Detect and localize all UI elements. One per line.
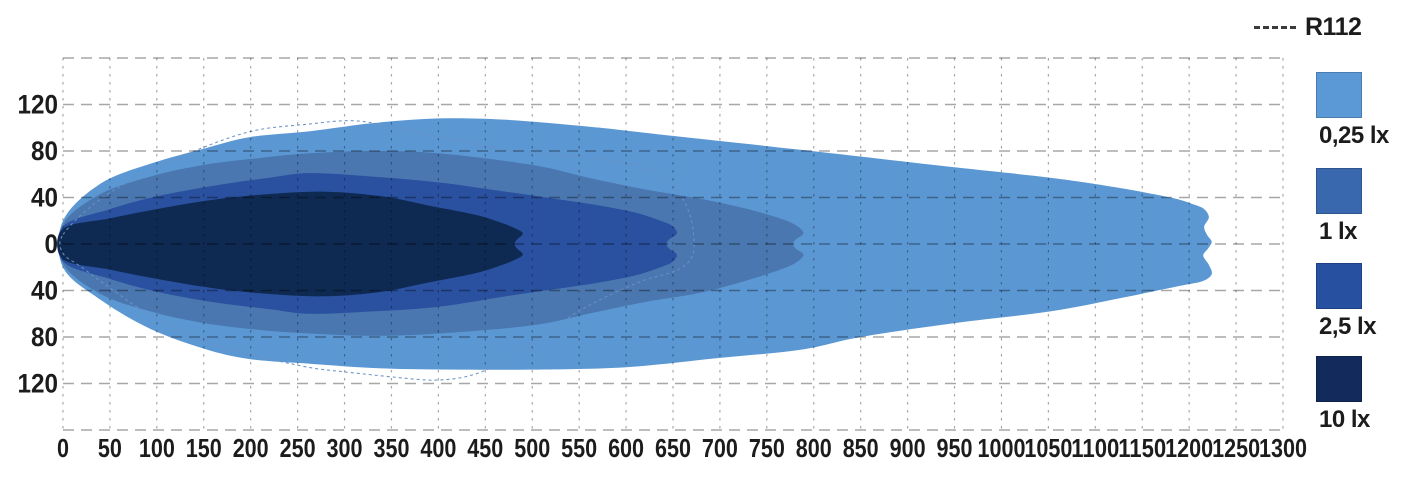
- legend-swatch-25lx: [1316, 263, 1362, 309]
- x-tick-label: 1200: [1165, 433, 1213, 463]
- x-tick-label: 1150: [1118, 433, 1166, 463]
- y-tick-label: 80: [31, 136, 58, 166]
- x-tick-label: 250: [280, 433, 316, 463]
- r112-dash-icon: [1254, 26, 1296, 29]
- legend-swatch-1lx: [1316, 168, 1362, 214]
- x-tick-label: 350: [373, 433, 409, 463]
- x-tick-label: 300: [327, 433, 363, 463]
- x-tick-label: 150: [186, 433, 222, 463]
- x-tick-label: 500: [514, 433, 550, 463]
- legend-item-025lx: 0,25 lx: [1316, 72, 1389, 150]
- x-tick-label: 1250: [1212, 433, 1260, 463]
- x-tick-label: 50: [98, 433, 122, 463]
- legend-label-10lx: 10 lx: [1319, 406, 1370, 433]
- x-tick-label: 950: [937, 433, 973, 463]
- beam-area-10-lx: [57, 191, 523, 297]
- x-tick-label: 550: [561, 433, 597, 463]
- y-tick-label: 120: [18, 90, 59, 120]
- x-tick-label: 0: [57, 433, 69, 463]
- legend-item-25lx: 2,5 lx: [1316, 263, 1377, 341]
- x-tick-label: 450: [467, 433, 503, 463]
- x-tick-label: 1000: [977, 433, 1025, 463]
- legend-item-1lx: 1 lx: [1316, 168, 1362, 246]
- y-tick-label: 0: [45, 229, 59, 259]
- x-tick-label: 1050: [1024, 433, 1072, 463]
- x-tick-label: 750: [749, 433, 785, 463]
- x-tick-label: 700: [702, 433, 738, 463]
- x-tick-label: 100: [139, 433, 175, 463]
- x-tick-label: 850: [843, 433, 879, 463]
- legend-label-025lx: 0,25 lx: [1319, 122, 1389, 149]
- legend-label-25lx: 2,5 lx: [1319, 313, 1377, 340]
- legend: R112 0,25 lx 1 lx 2,5 lx 10 lx: [1254, 0, 1401, 482]
- legend-label-1lx: 1 lx: [1319, 218, 1358, 245]
- legend-swatch-025lx: [1316, 72, 1362, 118]
- legend-swatch-10lx: [1316, 356, 1362, 402]
- x-tick-label: 200: [233, 433, 269, 463]
- x-tick-label: 900: [890, 433, 926, 463]
- legend-item-10lx: 10 lx: [1316, 356, 1370, 434]
- y-tick-label: 120: [18, 369, 59, 399]
- x-tick-label: 600: [608, 433, 644, 463]
- y-tick-label: 40: [31, 276, 58, 306]
- x-tick-label: 800: [796, 433, 832, 463]
- r112-label: R112: [1305, 13, 1362, 41]
- r112-contour-line: [59, 120, 695, 381]
- x-tick-label: 1300: [1259, 433, 1307, 463]
- x-tick-label: 1100: [1071, 433, 1119, 463]
- y-tick-label: 80: [31, 322, 58, 352]
- legend-r112-entry: R112: [1254, 13, 1362, 42]
- x-tick-label: 400: [420, 433, 456, 463]
- x-tick-label: 650: [655, 433, 691, 463]
- y-tick-label: 40: [31, 183, 58, 213]
